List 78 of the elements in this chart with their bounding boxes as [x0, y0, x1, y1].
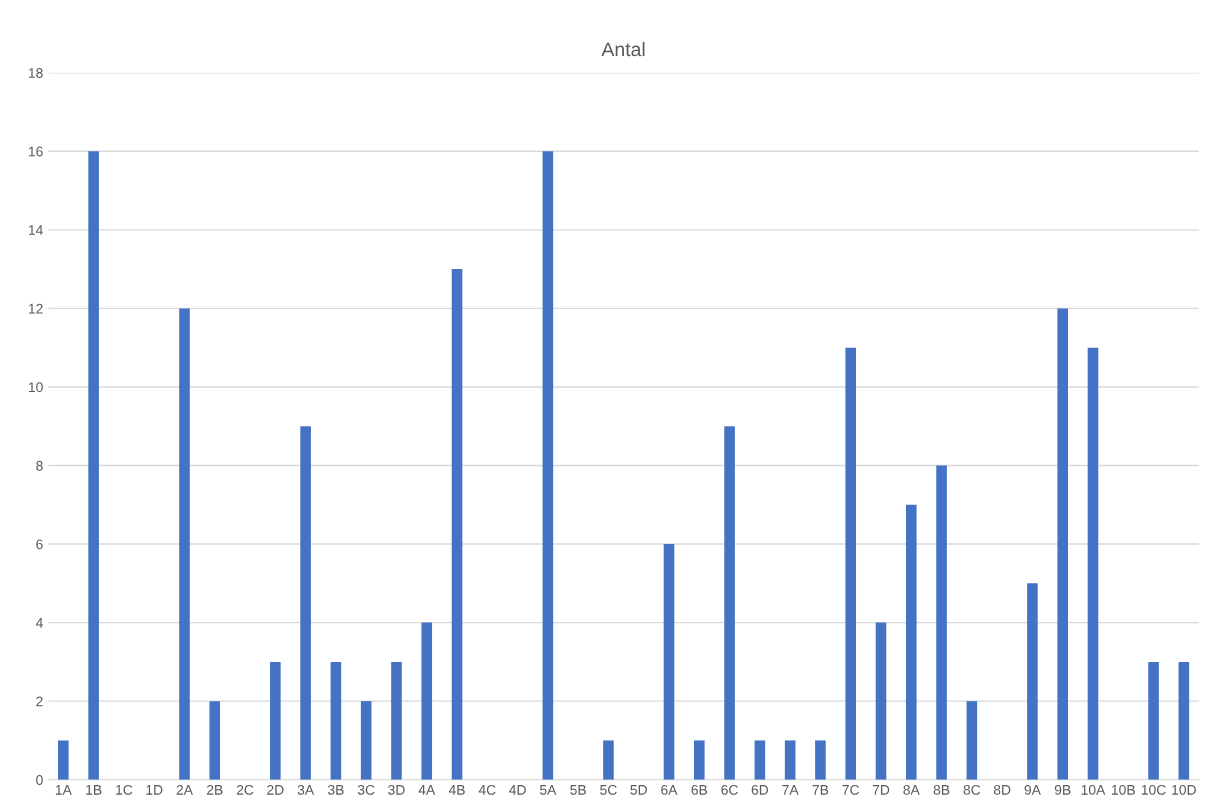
x-tick-label: 6B	[691, 784, 708, 795]
y-tick-label: 8	[36, 460, 43, 471]
x-tick-label: 5A	[539, 785, 557, 795]
bar	[1057, 308, 1068, 780]
x-tick-label: 6A	[661, 784, 678, 795]
x-tick-label: 8B	[933, 784, 950, 795]
bar	[603, 740, 614, 780]
x-tick-label: 9A	[1024, 784, 1041, 795]
x-tick-label: 4A	[418, 785, 436, 795]
x-tick-label: 1D	[146, 785, 163, 795]
x-tick-label: 8A	[903, 784, 920, 795]
bar	[724, 426, 735, 780]
x-tick-label: 6D	[751, 784, 769, 795]
bar	[905, 504, 917, 780]
bar	[209, 701, 221, 780]
x-tick-label: 7B	[812, 785, 829, 795]
bar	[58, 740, 69, 780]
bar	[694, 740, 705, 780]
bar	[542, 151, 554, 780]
bar	[421, 622, 433, 780]
x-tick-label: 5B	[570, 785, 586, 795]
bar	[88, 151, 99, 780]
x-tick-label: 4C	[478, 784, 496, 795]
bar	[966, 701, 978, 780]
bar	[1148, 661, 1159, 780]
bar	[1087, 347, 1099, 780]
x-tick-label: 5D	[630, 785, 647, 795]
x-tick-label: 5C	[600, 784, 617, 795]
x-tick-label: 7C	[842, 784, 860, 795]
chart-title: Antal	[601, 41, 645, 57]
x-tick-label: 7A	[782, 785, 799, 795]
x-tick-label: 1B	[86, 785, 102, 795]
x-tick-label: 2B	[206, 784, 223, 795]
x-tick-label: 3B	[327, 784, 344, 795]
x-tick-label: 8D	[993, 784, 1011, 795]
x-tick-label: 3D	[388, 784, 405, 795]
x-tick-label: 10C	[1141, 784, 1166, 795]
x-tick-label: 3C	[357, 784, 375, 795]
bar	[663, 544, 675, 780]
bar	[451, 269, 463, 780]
bar	[300, 426, 311, 780]
bar	[391, 661, 402, 780]
bar	[754, 740, 766, 780]
y-tick-label: 12	[28, 303, 43, 314]
x-tick-label: 10A	[1081, 784, 1106, 795]
x-tick-label: 4B	[448, 785, 465, 795]
bar	[270, 661, 281, 780]
bar	[845, 347, 857, 780]
bar	[1178, 661, 1190, 780]
x-tick-label: 1A	[55, 785, 72, 795]
x-tick-label: 8C	[963, 784, 981, 795]
y-tick-label: 16	[28, 146, 43, 157]
bar	[815, 740, 826, 780]
y-tick-label: 2	[36, 696, 43, 707]
bar	[179, 308, 190, 780]
x-tick-label: 2C	[236, 784, 254, 795]
bar	[1027, 583, 1038, 780]
y-tick-label: 14	[28, 225, 43, 235]
x-tick-label: 3A	[297, 784, 315, 795]
bar	[784, 740, 796, 780]
x-tick-label: 6C	[721, 784, 738, 795]
y-tick-label: 6	[36, 539, 43, 550]
bar	[330, 661, 342, 780]
x-tick-label: 7D	[872, 785, 890, 795]
bar	[936, 465, 947, 780]
x-tick-label: 2D	[267, 784, 284, 795]
bar	[875, 622, 887, 780]
x-tick-label: 9B	[1054, 784, 1071, 795]
x-tick-label: 10D	[1172, 784, 1196, 795]
x-tick-label: 10B	[1111, 784, 1135, 795]
y-tick-label: 4	[35, 618, 43, 628]
bar	[360, 701, 372, 780]
x-tick-label: 1C	[116, 784, 133, 795]
y-tick-label: 10	[28, 382, 43, 393]
y-tick-label: 0	[36, 775, 43, 785]
y-tick-label: 18	[28, 68, 43, 78]
x-tick-label: 4D	[509, 785, 526, 795]
x-tick-label: 2A	[176, 784, 193, 795]
